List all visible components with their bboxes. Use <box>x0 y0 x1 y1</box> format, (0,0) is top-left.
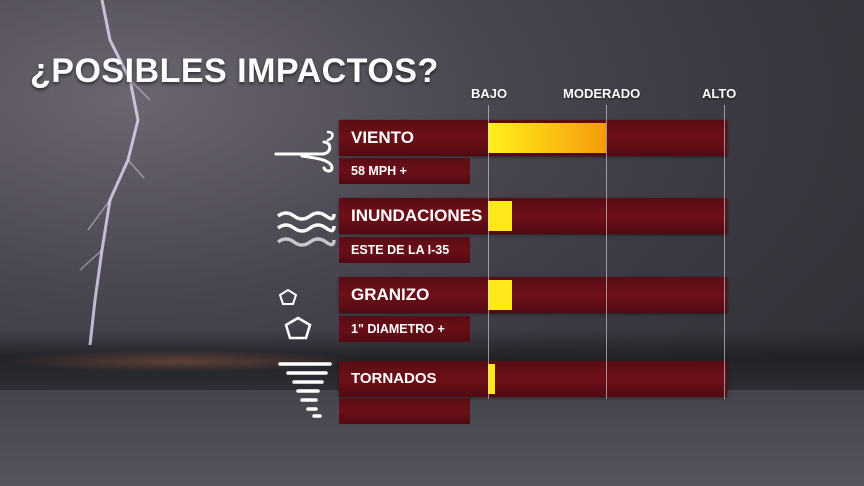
scale-gridline-high <box>724 105 725 399</box>
level-fill-flood <box>488 201 512 231</box>
scale-label-high: ALTO <box>702 86 737 101</box>
impact-detail-box-hail: 1" DIAMETRO + <box>339 316 470 342</box>
impact-bar-wind: VIENTO <box>339 120 727 156</box>
impact-label-tornado: TORNADOS <box>351 370 437 387</box>
level-fill-tornado <box>488 364 495 394</box>
scale-gridline-low <box>488 105 489 399</box>
scale-gridline-moderate <box>606 105 607 399</box>
wind-icon <box>274 130 334 173</box>
page-title: ¿POSIBLES IMPACTOS? <box>30 52 439 90</box>
hail-icon <box>278 288 312 340</box>
impact-detail-flood: ESTE DE LA I-35 <box>351 243 450 257</box>
impact-detail-box-tornado <box>339 398 470 424</box>
impact-detail-box-flood: ESTE DE LA I-35 <box>339 237 470 263</box>
impact-label-flood: INUNDACIONES <box>351 206 483 225</box>
scale-label-moderate: MODERADO <box>563 86 641 101</box>
scale-label-low: BAJO <box>471 86 508 101</box>
impact-detail-wind: 58 MPH + <box>351 164 407 178</box>
impact-bar-flood: INUNDACIONES <box>339 198 727 234</box>
impact-label-wind: VIENTO <box>351 128 414 147</box>
tornado-icon <box>278 362 332 418</box>
impact-detail-hail: 1" DIAMETRO + <box>351 322 445 336</box>
impact-bar-hail: GRANIZO <box>339 277 727 313</box>
impact-detail-box-wind: 58 MPH + <box>339 158 470 184</box>
level-fill-wind <box>488 123 606 153</box>
lightning-bolt-icon <box>79 0 151 346</box>
impact-label-hail: GRANIZO <box>351 285 430 304</box>
level-fill-hail <box>488 280 512 310</box>
background-city-lights <box>0 350 360 372</box>
impact-bar-tornado: TORNADOS <box>339 361 727 397</box>
flood-waves-icon <box>276 211 336 247</box>
